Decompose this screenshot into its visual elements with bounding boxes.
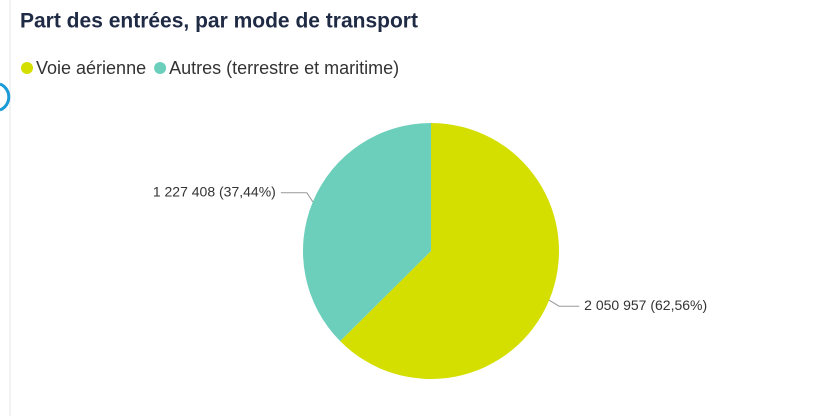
pie-slice	[340, 123, 559, 379]
legend-swatch	[21, 62, 33, 74]
data-label: 1 227 408 (37,44%)	[153, 183, 276, 199]
leader-line	[548, 299, 580, 307]
legend-label: Voie aérienne	[36, 58, 146, 78]
decoration	[0, 82, 11, 112]
legend-swatch	[154, 62, 167, 74]
chart-title: Part des entrées, par mode de transport	[20, 10, 418, 33]
data-label: 2 050 957 (62,56%)	[584, 297, 707, 313]
pie-slice	[303, 123, 431, 342]
legend-label: Autres (terrestre et maritime)	[169, 58, 399, 78]
leader-line	[280, 192, 314, 203]
